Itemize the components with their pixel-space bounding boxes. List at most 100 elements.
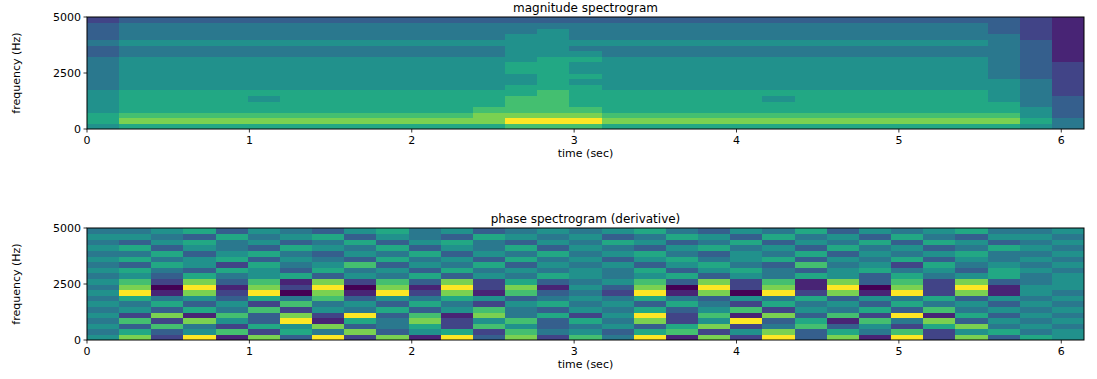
heatmap-cell [312,284,345,290]
heatmap-cell [795,245,828,251]
heatmap-cell [1020,312,1053,318]
heatmap-cell [762,290,795,296]
heatmap-cell [280,67,313,73]
heatmap-cell [280,228,313,234]
heatmap-cell [634,23,667,29]
heatmap-cell [119,56,152,62]
heatmap-cell [827,95,860,101]
heatmap-cell [988,301,1021,307]
heatmap-cell [183,239,216,245]
heatmap-cell [827,334,860,340]
heatmap-cell [312,228,345,234]
heatmap-cell [248,56,281,62]
heatmap-cell [312,290,345,296]
heatmap-cell [87,73,120,79]
heatmap-cell [280,323,313,329]
heatmap-cell [891,334,924,340]
heatmap-cell [344,73,377,79]
heatmap-cell [119,84,152,90]
heatmap-cell [1020,90,1053,96]
heatmap-cell [376,250,409,256]
heatmap-cell [698,234,731,240]
heatmap-cell [87,239,120,245]
heatmap-cell [344,334,377,340]
heatmap-cell [698,273,731,279]
heatmap-cell [473,245,506,251]
heatmap-cell [698,312,731,318]
heatmap-cell [248,329,281,335]
heatmap-cell [151,95,184,101]
heatmap-cell [827,329,860,335]
heatmap-cell [119,123,152,129]
x-tick [898,129,899,133]
heatmap-cell [87,101,120,107]
heatmap-cell [537,256,570,262]
heatmap-cell [1052,306,1084,312]
heatmap-cell [312,62,345,68]
heatmap-cell [87,123,120,129]
heatmap-cell [1052,17,1084,23]
heatmap-cell [183,67,216,73]
heatmap-cell [955,79,988,85]
heatmap-cell [569,56,602,62]
heatmap-cell [344,17,377,23]
heatmap-cell [988,28,1021,34]
heatmap-cell [955,318,988,324]
heatmap-cell [376,101,409,107]
heatmap-cell [1052,284,1084,290]
heatmap-cell [473,95,506,101]
heatmap-cell [955,323,988,329]
heatmap-cell [183,84,216,90]
heatmap-cell [183,295,216,301]
heatmap-cell [634,267,667,273]
heatmap-cell [151,45,184,51]
heatmap-cell [891,73,924,79]
heatmap-cell [473,312,506,318]
heatmap-cell [87,84,120,90]
heatmap-cell [988,295,1021,301]
heatmap-cell [87,107,120,113]
heatmap-cell [441,262,474,268]
heatmap-cell [505,123,538,129]
heatmap-cell [602,323,635,329]
heatmap-cell [730,34,763,40]
panel-title: phase spectrogram (derivative) [491,212,681,226]
heatmap-cell [409,62,442,68]
x-tick-label: 1 [246,134,253,147]
heatmap-cell [248,284,281,290]
heatmap-cell [119,62,152,68]
heatmap-cell [151,28,184,34]
y-tick-label: 0 [74,123,81,136]
heatmap-cell [1020,45,1053,51]
heatmap-cell [988,112,1021,118]
heatmap-cell [634,84,667,90]
heatmap-cell [602,23,635,29]
heatmap-cell [312,118,345,124]
heatmap-cell [87,56,120,62]
heatmap-cell [762,278,795,284]
heatmap-cell [859,284,892,290]
heatmap-cell [988,73,1021,79]
heatmap-cell [730,239,763,245]
heatmap-cell [955,334,988,340]
heatmap-cell [409,290,442,296]
heatmap-cell [216,107,249,113]
heatmap-cell [1020,101,1053,107]
heatmap-cell [441,45,474,51]
y-tick [84,284,88,285]
heatmap-cell [248,39,281,45]
heatmap-cell [762,306,795,312]
heatmap-cell [795,250,828,256]
heatmap-cell [151,329,184,335]
heatmap-cell [569,312,602,318]
heatmap-cell [891,290,924,296]
heatmap-cell [344,234,377,240]
heatmap-cell [409,284,442,290]
heatmap-cell [1020,334,1053,340]
heatmap-cell [537,67,570,73]
heatmap-cell [312,101,345,107]
heatmap-cell [923,56,956,62]
heatmap-cell [988,51,1021,57]
heatmap-cell [955,51,988,57]
heatmap-cell [183,301,216,307]
